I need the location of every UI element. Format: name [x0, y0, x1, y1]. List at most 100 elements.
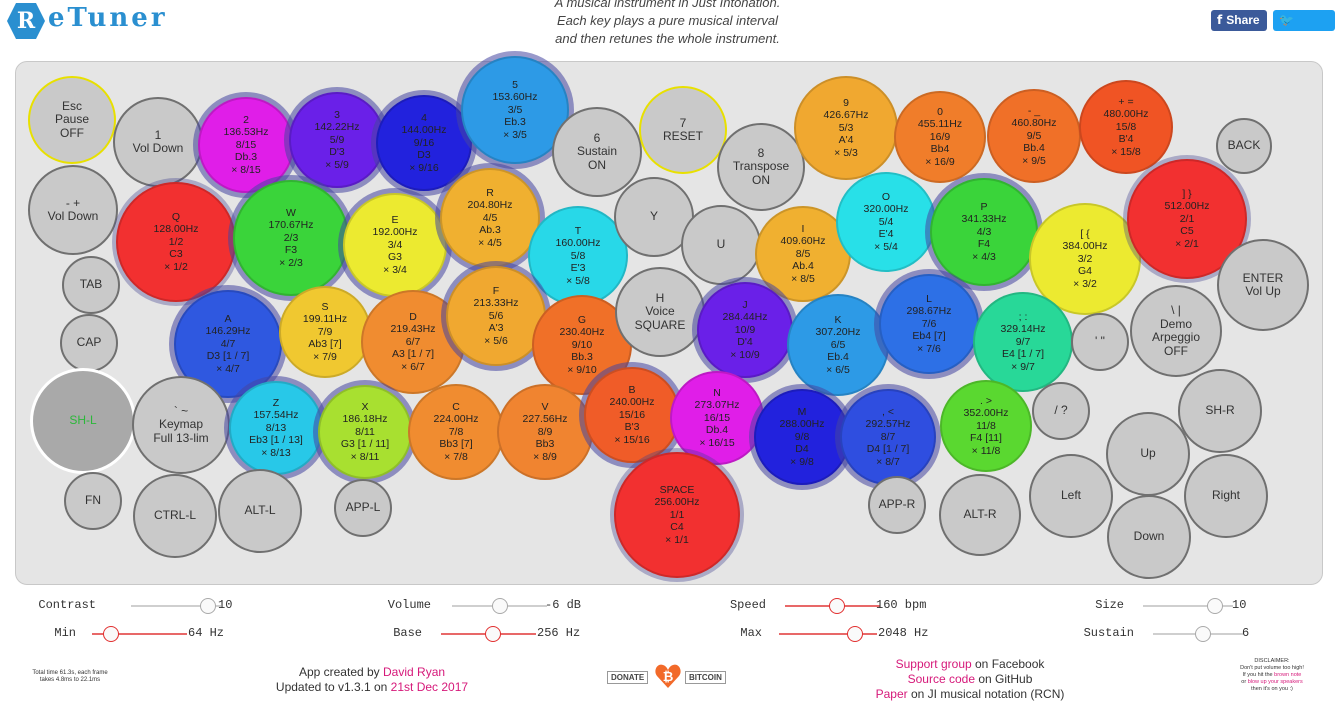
key-semi[interactable]: ; :329.14Hz 9/7 E4 [1 / 7] × 9/7 — [973, 292, 1073, 392]
key-altl[interactable]: ALT-L — [218, 469, 302, 553]
key-v[interactable]: V 227.56Hz 8/9 Bb3 × 8/9 — [497, 384, 593, 480]
tweet-button[interactable]: 🐦Tweet — [1273, 10, 1335, 48]
key-cap[interactable]: CAP — [60, 314, 118, 372]
key-ctrl[interactable]: CTRL-L — [133, 474, 217, 558]
key-label: 1/2 — [168, 235, 184, 248]
key-label: 298.67Hz — [906, 305, 952, 318]
key-label: 240.00Hz — [609, 396, 655, 409]
key-fn[interactable]: FN — [64, 472, 122, 530]
min-slider[interactable] — [92, 633, 187, 635]
key-esc[interactable]: Esc Pause OFF — [28, 76, 116, 164]
key-k3[interactable]: 3 142.22Hz 5/9 D'3 × 5/9 — [289, 92, 385, 188]
key-k2[interactable]: 2 136.53Hz 8/15 Db.3 × 8/15 — [198, 97, 294, 193]
key-label: 7/9 — [317, 325, 333, 338]
changelog-link[interactable]: 21st Dec 2017 — [390, 680, 469, 694]
size-slider-thumb[interactable] — [1207, 598, 1223, 614]
key-u[interactable]: U — [681, 205, 761, 285]
key-label: A'4 — [838, 134, 854, 147]
key-t[interactable]: T 160.00Hz 5/8 E'3 × 5/8 — [528, 206, 628, 306]
key-k9[interactable]: 9 426.67Hz 5/3 A'4 × 5/3 — [794, 76, 898, 180]
max-slider-thumb[interactable] — [847, 626, 864, 642]
sustain-value: 6 — [1242, 626, 1250, 640]
facebook-share-button[interactable]: f Share — [1211, 10, 1267, 31]
key-m[interactable]: M 288.00Hz 9/8 D4 × 9/8 — [754, 389, 850, 485]
key-label: J — [742, 298, 748, 311]
contrast-slider[interactable] — [131, 605, 221, 607]
key-period[interactable]: . >352.00Hz 11/8 F4 [11] × 11/8 — [940, 380, 1032, 472]
key-k6[interactable]: 6 Sustain ON — [552, 107, 642, 197]
key-tab[interactable]: TAB — [62, 256, 120, 314]
key-n[interactable]: N 273.07Hz 16/15 Db.4 × 16/15 — [670, 371, 764, 465]
source-code-link[interactable]: Source code — [907, 672, 975, 686]
key-k[interactable]: K 307.20Hz 6/5 Eb.4 × 6/5 — [787, 294, 889, 396]
key-back[interactable]: BACK — [1216, 118, 1272, 174]
author-link[interactable]: David Ryan — [383, 665, 446, 679]
key-r[interactable]: R 204.80Hz 4/5 Ab.3 × 4/5 — [440, 168, 540, 268]
key-label: Bb3 [7] — [439, 438, 473, 451]
key-label: 256.00Hz — [654, 496, 700, 509]
key-w[interactable]: W 170.67Hz 2/3 F3 × 2/3 — [233, 180, 349, 296]
key-kminus[interactable]: - _ 460.80Hz 9/5 Bb.4 × 9/5 — [987, 89, 1081, 183]
key-down[interactable]: Down — [1107, 495, 1191, 579]
donate-bitcoin-button[interactable]: DONATE ₿ BITCOIN — [607, 662, 729, 690]
key-i[interactable]: I 409.60Hz 8/5 Ab.4 × 8/5 — [755, 206, 851, 302]
key-e[interactable]: E 192.00Hz 3/4 G3 × 3/4 — [343, 193, 447, 297]
key-f[interactable]: F 213.33Hz 5/6 A'3 × 5/6 — [446, 266, 546, 366]
paper-link[interactable]: Paper — [875, 687, 908, 701]
key-appr[interactable]: APP-R — [868, 476, 926, 534]
key-k5[interactable]: 5 153.60Hz 3/5 Eb.3 × 3/5 — [461, 56, 569, 164]
speed-slider-thumb[interactable] — [829, 598, 846, 614]
key-o[interactable]: O 320.00Hz 5/4 E'4 × 5/4 — [836, 172, 936, 272]
key-z[interactable]: Z 157.54Hz 8/13 Eb3 [1 / 13] × 8/13 — [229, 381, 323, 475]
key-shl[interactable]: SH-L — [30, 368, 136, 474]
key-keymap[interactable]: ` ~ Keymap Full 13-lim — [132, 376, 230, 474]
sustain-slider-thumb[interactable] — [1194, 626, 1211, 642]
size-slider[interactable] — [1143, 605, 1233, 607]
blow-up-speakers-link[interactable]: blow up your speakers — [1247, 679, 1303, 685]
key-altr[interactable]: ALT-R — [939, 474, 1021, 556]
key-shr[interactable]: SH-R — [1178, 369, 1262, 453]
key-enter[interactable]: ENTER Vol Up — [1217, 239, 1309, 331]
key-quote[interactable]: ' " — [1071, 313, 1129, 371]
support-group-link[interactable]: Support group — [895, 657, 972, 671]
max-slider[interactable] — [779, 633, 877, 635]
key-volup[interactable]: - + Vol Down — [28, 165, 118, 255]
key-k8[interactable]: 8 Transpose ON — [717, 123, 805, 211]
brown-note-link[interactable]: brown note — [1274, 672, 1302, 678]
key-h[interactable]: H Voice SQUARE — [615, 267, 705, 357]
key-space[interactable]: SPACE 256.00Hz 1/1 C4 × 1/1 — [614, 452, 740, 578]
key-slash[interactable]: / ? — [1032, 382, 1090, 440]
key-q[interactable]: Q 128.00Hz 1/2 C3 × 1/2 — [116, 182, 236, 302]
key-l[interactable]: L 298.67Hz 7/6 Eb4 [7] × 7/6 — [879, 274, 979, 374]
key-c[interactable]: C 224.00Hz 7/8 Bb3 [7] × 7/8 — [408, 384, 504, 480]
key-s[interactable]: S 199.11Hz 7/9 Ab3 [7] × 7/9 — [279, 286, 371, 378]
key-x[interactable]: X 186.18Hz 8/11 G3 [1 / 11] × 8/11 — [318, 385, 412, 479]
key-kplus[interactable]: + = 480.00Hz 15/8 B'4 × 15/8 — [1079, 80, 1173, 174]
base-slider-thumb[interactable] — [485, 626, 502, 642]
key-k0[interactable]: 0 455.11Hz 16/9 Bb4 × 16/9 — [894, 91, 986, 183]
key-label: 9/16 — [413, 136, 435, 149]
key-left[interactable]: Left — [1029, 454, 1113, 538]
credits: App created by David Ryan Updated to v1.… — [275, 665, 469, 694]
key-j[interactable]: J 284.44Hz 10/9 D'4 × 10/9 — [697, 282, 793, 378]
key-label: X — [361, 400, 369, 413]
key-k4[interactable]: 4 144.00Hz 9/16 D3 × 9/16 — [376, 95, 472, 191]
key-label: 16/9 — [929, 130, 951, 143]
volume-slider-thumb[interactable] — [491, 598, 508, 614]
key-b[interactable]: B 240.00Hz 15/16 B'3 × 15/16 — [584, 367, 680, 463]
key-right[interactable]: Right — [1184, 454, 1268, 538]
size-label: Size — [1095, 598, 1124, 612]
min-slider-thumb[interactable] — [103, 626, 119, 642]
key-lbrace[interactable]: [ {384.00Hz 3/2 G4 × 3/2 — [1029, 203, 1141, 315]
key-demo[interactable]: \ | Demo Arpeggio OFF — [1130, 285, 1222, 377]
key-appl[interactable]: APP-L — [334, 479, 392, 537]
key-label: T — [574, 224, 582, 237]
key-k7[interactable]: 7 RESET — [639, 86, 727, 174]
key-k1[interactable]: 1 Vol Down — [113, 97, 203, 187]
key-label: 136.53Hz — [223, 126, 269, 139]
key-p[interactable]: P 341.33Hz 4/3 F4 × 4/3 — [930, 178, 1038, 286]
contrast-slider-thumb[interactable] — [199, 598, 216, 614]
key-label: Bb.4 — [1023, 142, 1045, 155]
key-comma[interactable]: , <292.57Hz 8/7 D4 [1 / 7] × 8/7 — [840, 389, 936, 485]
key-up[interactable]: Up — [1106, 412, 1190, 496]
